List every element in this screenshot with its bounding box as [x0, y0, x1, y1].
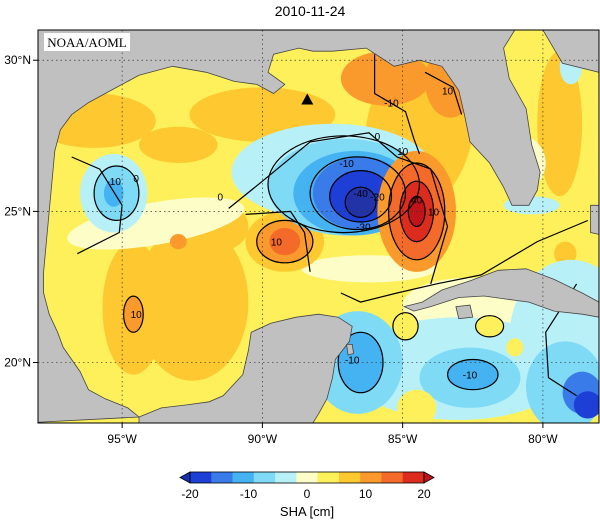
- x-tick-label: 85°W: [388, 432, 418, 446]
- contour-label: -10: [345, 356, 360, 367]
- colorbar-tick-label: 0: [304, 487, 311, 501]
- contour-label: -20: [370, 192, 385, 203]
- credit-text: NOAA/AOML: [47, 35, 127, 50]
- colorbar-tick-label: -20: [181, 487, 199, 501]
- map-axes: 95°W 90°W 85°W 80°W 30°N 25°N 20°N: [4, 53, 558, 446]
- colorbar-min-arrow: [179, 471, 191, 484]
- colorbar-swatch: [253, 472, 276, 483]
- contour-label: -10: [339, 159, 354, 170]
- land-mask: [38, 30, 599, 423]
- colorbar-tick-label: -10: [240, 487, 258, 501]
- credit-box: NOAA/AOML: [44, 33, 130, 51]
- colorbar-max-arrow: [423, 471, 435, 484]
- colorbar-tick-label: 20: [417, 487, 431, 501]
- map-title: 2010-11-24: [275, 3, 346, 19]
- plot-frame: [37, 29, 600, 424]
- colorbar-swatch: [232, 472, 255, 483]
- contour-label: -10: [106, 177, 121, 188]
- contour-label: -10: [463, 371, 478, 382]
- contour-label: 0: [375, 132, 381, 143]
- y-tick-label: 25°N: [4, 204, 31, 218]
- contour-label: 0: [218, 192, 224, 203]
- colorbar-swatch: [190, 472, 212, 483]
- colorbar-swatch: [211, 472, 233, 483]
- x-tick-label: 80°W: [528, 432, 558, 446]
- contour-label: 40: [411, 195, 423, 206]
- x-tick-label: 90°W: [248, 432, 278, 446]
- colorbar-label: SHA [cm]: [280, 504, 334, 519]
- contour-label: 10: [428, 207, 440, 218]
- x-tick-label: 95°W: [107, 432, 137, 446]
- colorbar-frame: [189, 471, 425, 484]
- y-tick-label: 30°N: [4, 53, 31, 67]
- contour-labels: -40 -30 -20 -10 0 0 -10 0 10 40 10 10 -10 10 -10 -10 10: [106, 87, 477, 382]
- colorbar-swatch: [338, 472, 361, 483]
- contour-label: 0: [133, 174, 139, 185]
- colorbar-tick-label: 10: [359, 487, 373, 501]
- y-tick-label: 20°N: [4, 356, 31, 370]
- contour-label: -10: [384, 99, 399, 110]
- colorbar-swatch: [296, 472, 319, 483]
- contour-label: -40: [353, 189, 368, 200]
- colorbar-swatch: [402, 472, 425, 483]
- triangle-marker: [301, 93, 314, 105]
- colorbar-swatch: [360, 472, 382, 483]
- colorbar-swatch: [275, 472, 297, 483]
- contour-label: -30: [356, 223, 371, 234]
- contour-lines: [71, 54, 589, 397]
- colorbar-swatch: [317, 472, 340, 483]
- lat-lon-grid: [38, 30, 599, 423]
- contour-label: 10: [442, 87, 454, 98]
- contour-label: 10: [397, 147, 409, 158]
- contour-label: 10: [271, 238, 283, 249]
- colorbar: -20 -10 0 10 20: [179, 471, 435, 501]
- contour-label: 10: [131, 310, 143, 321]
- colorbar-swatch: [381, 472, 404, 483]
